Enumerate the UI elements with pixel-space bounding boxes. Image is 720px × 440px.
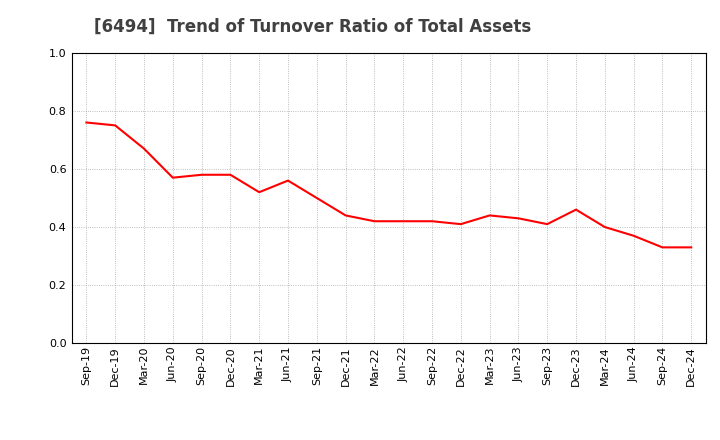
- Text: [6494]  Trend of Turnover Ratio of Total Assets: [6494] Trend of Turnover Ratio of Total …: [94, 18, 531, 36]
